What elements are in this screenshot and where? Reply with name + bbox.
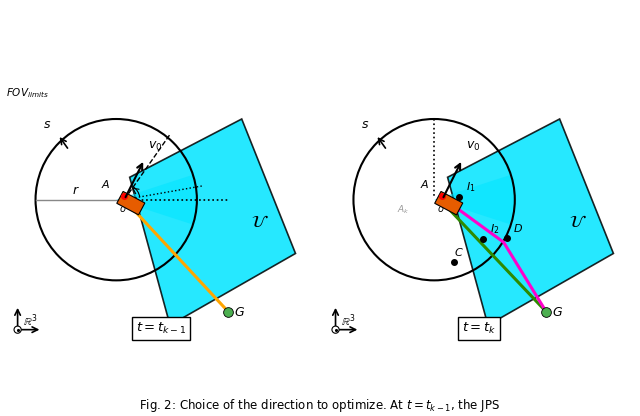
Text: $C$: $C$ [454, 246, 463, 258]
Text: $t = t_k$: $t = t_k$ [462, 321, 496, 337]
Text: $G$: $G$ [234, 306, 244, 319]
Text: $t = t_{k-1}$: $t = t_{k-1}$ [136, 321, 186, 337]
Text: $s$: $s$ [43, 118, 51, 131]
Text: $\mathcal{U}$: $\mathcal{U}$ [569, 213, 586, 230]
Text: $I_2$: $I_2$ [490, 222, 500, 236]
Polygon shape [130, 119, 296, 325]
Text: $FOV_{limits}$: $FOV_{limits}$ [6, 87, 49, 100]
Text: $\mathcal{U}$: $\mathcal{U}$ [251, 213, 269, 230]
Text: $I_1$: $I_1$ [467, 180, 476, 193]
Polygon shape [435, 191, 463, 215]
Text: Fig. 2: Choice of the direction to optimize. At $t = t_{k-1}$, the JPS: Fig. 2: Choice of the direction to optim… [140, 397, 500, 414]
Text: $o$: $o$ [437, 204, 445, 214]
Wedge shape [434, 175, 515, 225]
Text: $A$: $A$ [420, 178, 429, 191]
Text: $r$: $r$ [72, 184, 80, 197]
Text: $s$: $s$ [360, 118, 369, 131]
Circle shape [332, 326, 339, 333]
Wedge shape [116, 175, 197, 225]
Text: $A$: $A$ [101, 178, 111, 191]
Text: $D$: $D$ [513, 222, 523, 234]
Circle shape [14, 326, 21, 333]
Text: $\mathbb{R}^3$: $\mathbb{R}^3$ [23, 313, 38, 329]
Text: $\mathbb{R}^3$: $\mathbb{R}^3$ [341, 313, 355, 329]
Text: $o$: $o$ [119, 204, 127, 214]
Text: $v_0$: $v_0$ [148, 139, 163, 153]
Polygon shape [447, 119, 613, 325]
Polygon shape [116, 191, 145, 215]
Text: $A_k$: $A_k$ [397, 203, 410, 216]
Text: $v_0$: $v_0$ [467, 139, 481, 153]
Text: $G$: $G$ [552, 306, 563, 319]
